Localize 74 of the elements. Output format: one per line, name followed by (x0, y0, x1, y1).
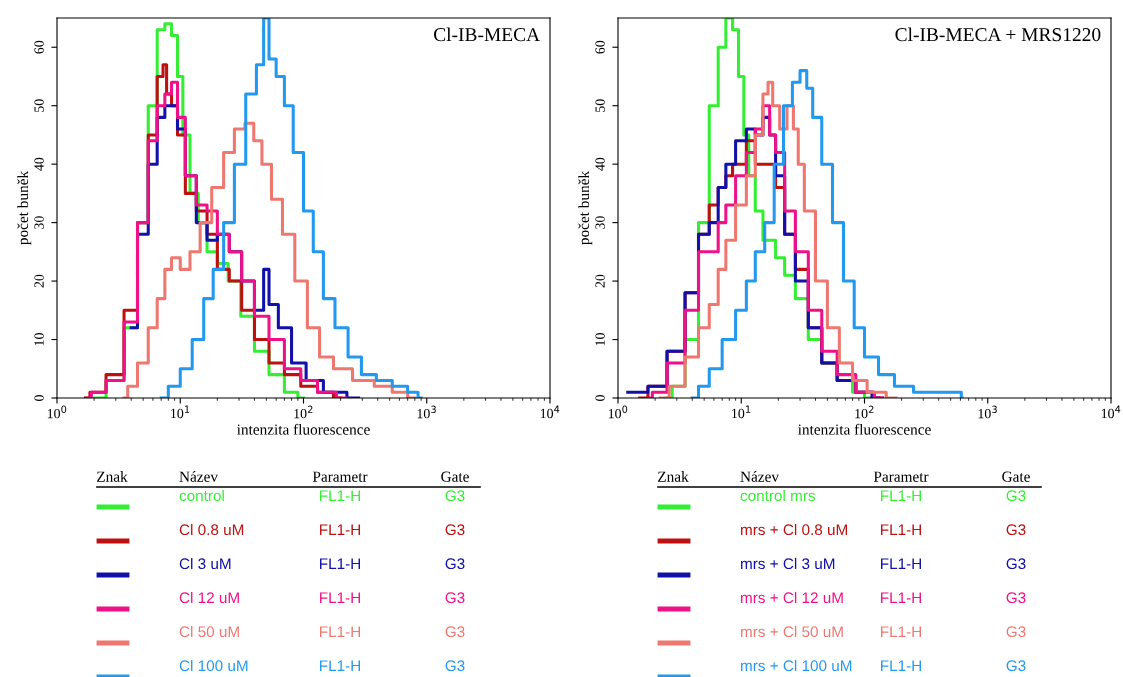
text: Název (179, 471, 219, 482)
text: FL1-H (320, 558, 360, 569)
text: Název (740, 471, 780, 482)
text: FL1-H (320, 660, 360, 671)
text: FL1-H (881, 660, 921, 671)
text: control (179, 489, 224, 502)
y-tick-label: 50 (595, 99, 605, 112)
text: G3 (445, 524, 465, 536)
y-tick-label: 0 (595, 395, 605, 401)
text: G3 (445, 592, 465, 604)
text: mrs + Cl 100 uM (741, 659, 852, 672)
text: FL1-H (320, 626, 360, 637)
text: G3 (445, 490, 465, 502)
y-tick-label: 50 (34, 99, 44, 112)
x-axis-title: intenzita fluorescence (798, 423, 931, 435)
y-tick-label: 40 (34, 157, 44, 171)
text: FL1-H (881, 592, 921, 603)
text: mrs + Cl 12 uM (741, 591, 843, 604)
text: FL1-H (320, 592, 360, 603)
text: Cl 12 uM (179, 591, 239, 604)
text: G3 (445, 626, 465, 638)
x-tick-label: 10$^{3}$ (417, 405, 436, 419)
text: FL1-H (881, 558, 921, 569)
text: Znak (97, 471, 128, 482)
y-axis-title: počet buněk (17, 170, 32, 245)
y-tick-label: 10 (34, 333, 44, 346)
text: control mrs (740, 489, 815, 502)
text: Cl 3 uM (179, 557, 231, 570)
y-tick-label: 60 (34, 40, 44, 54)
text: FL1-H (320, 490, 360, 501)
x-tick-label: 10$^{1}$ (732, 405, 751, 419)
text: Cl 100 uM (179, 659, 248, 672)
text: G3 (1006, 524, 1026, 536)
text: Cl 50 uM (179, 625, 239, 638)
text: Cl 0.8 uM (179, 523, 244, 536)
text: G3 (1006, 490, 1026, 502)
text: G3 (1006, 558, 1026, 570)
text: mrs + Cl 3 uM (741, 557, 835, 570)
x-axis-title: intenzita fluorescence (237, 423, 370, 435)
y-tick-label: 20 (595, 274, 605, 288)
chart-title: Cl-IB-MECA (433, 27, 540, 42)
text: Parametr (873, 471, 929, 482)
text: FL1-H (881, 626, 921, 637)
text: Znak (658, 471, 689, 482)
y-axis-title: počet buněk (578, 170, 593, 245)
x-tick-label: 10$^{4}$ (540, 405, 560, 419)
x-tick-label: 10$^{4}$ (1101, 405, 1121, 419)
text: FL1-H (881, 524, 921, 535)
x-tick-label: 10$^{2}$ (294, 405, 313, 419)
y-tick-label: 40 (595, 157, 605, 171)
text: G3 (1006, 626, 1026, 638)
chart-title: Cl-IB-MECA + MRS1220 (895, 27, 1101, 42)
x-tick-label: 10$^{0}$ (608, 405, 628, 419)
y-tick-label: 30 (34, 216, 44, 229)
text: G3 (445, 558, 465, 570)
x-tick-label: 10$^{3}$ (978, 405, 997, 419)
x-tick-label: 10$^{1}$ (171, 405, 190, 419)
y-tick-label: 60 (595, 40, 605, 54)
x-tick-label: 10$^{2}$ (855, 405, 874, 419)
y-tick-label: 10 (595, 333, 605, 346)
y-tick-label: 20 (34, 274, 44, 288)
y-tick-label: 30 (595, 216, 605, 229)
text: mrs + Cl 50 uM (741, 625, 843, 638)
text: FL1-H (881, 490, 921, 501)
y-tick-label: 0 (34, 395, 44, 401)
text: Gate (441, 471, 469, 482)
text: G3 (1006, 660, 1026, 672)
text: G3 (445, 660, 465, 672)
text: FL1-H (320, 524, 360, 535)
text: Gate (1002, 471, 1030, 482)
x-tick-label: 10$^{0}$ (47, 405, 67, 419)
text: G3 (1006, 592, 1026, 604)
text: Parametr (312, 471, 368, 482)
text: mrs + Cl 0.8 uM (741, 523, 847, 536)
